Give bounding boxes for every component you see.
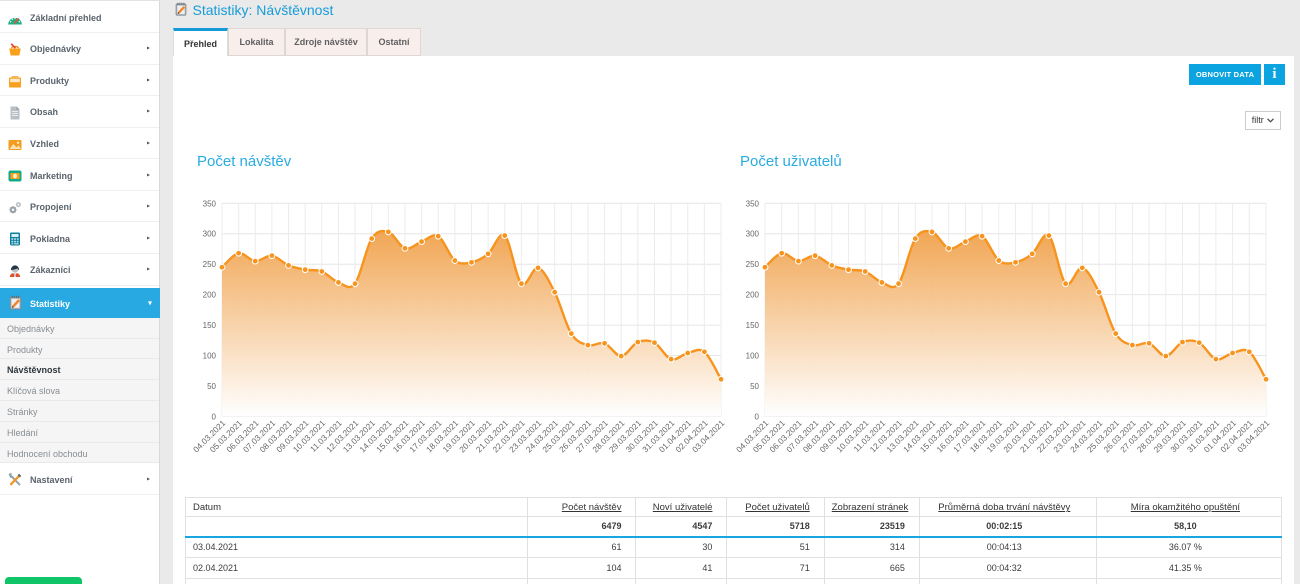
svg-text:150: 150	[746, 321, 760, 330]
svg-text:350: 350	[746, 199, 760, 208]
svg-text:150: 150	[203, 321, 217, 330]
svg-text:200: 200	[746, 291, 760, 300]
svg-text:250: 250	[203, 260, 217, 269]
svg-text:200: 200	[203, 291, 217, 300]
svg-text:50: 50	[750, 382, 759, 391]
svg-text:350: 350	[203, 199, 217, 208]
svg-text:100: 100	[746, 352, 760, 361]
svg-text:0: 0	[755, 412, 760, 421]
svg-text:250: 250	[746, 260, 760, 269]
svg-text:300: 300	[746, 230, 760, 239]
svg-text:0: 0	[212, 412, 217, 421]
svg-text:300: 300	[203, 230, 217, 239]
svg-text:50: 50	[207, 382, 216, 391]
svg-text:100: 100	[203, 352, 217, 361]
